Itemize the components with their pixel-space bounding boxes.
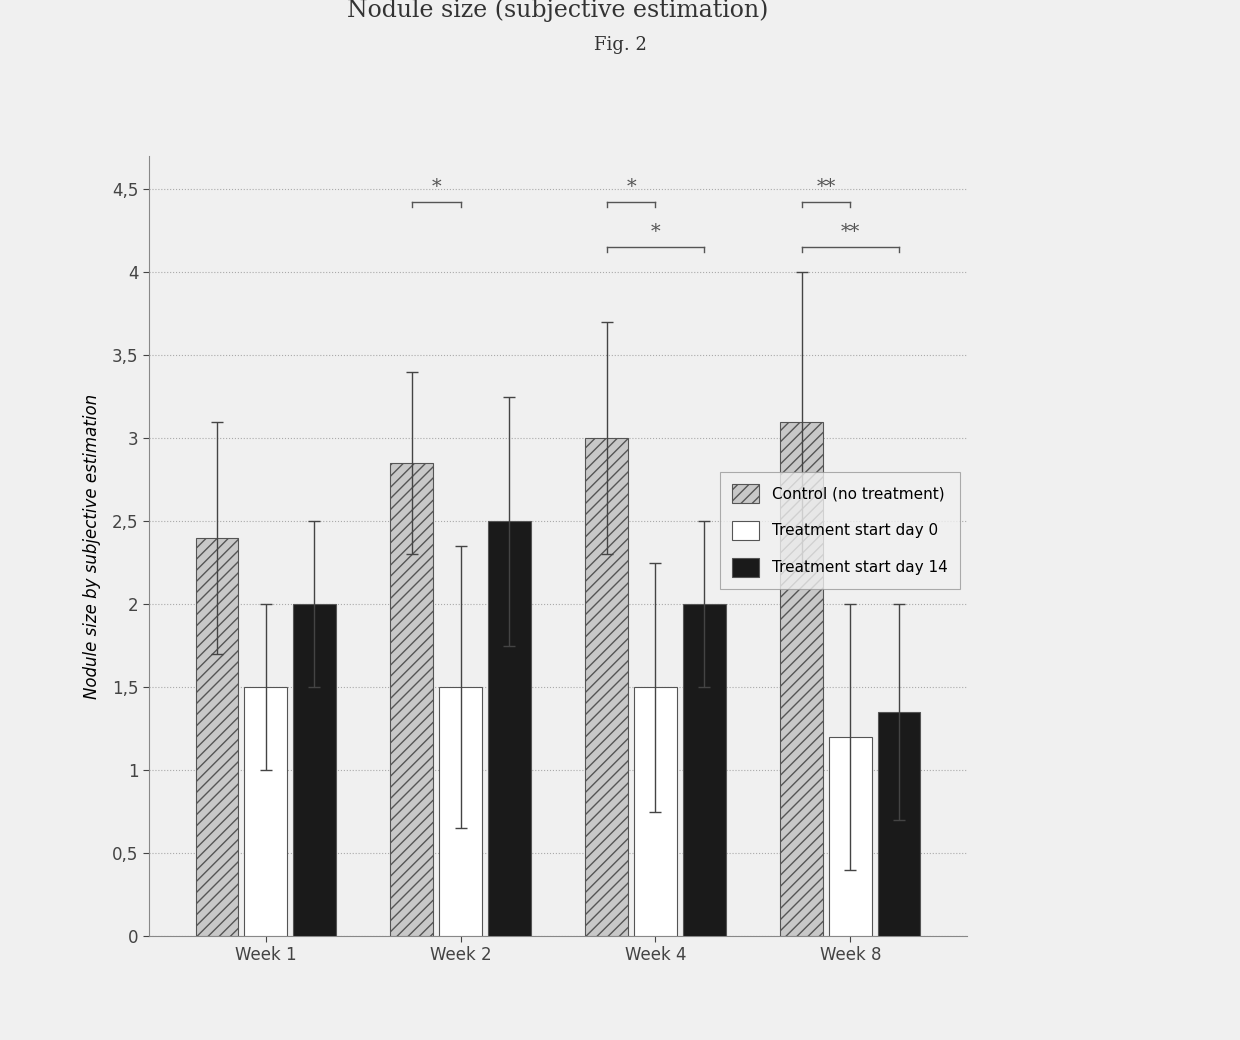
- Text: **: **: [816, 178, 836, 196]
- Bar: [683, 604, 725, 936]
- Text: *: *: [651, 223, 660, 240]
- Text: Fig. 2: Fig. 2: [594, 36, 646, 54]
- Y-axis label: Nodule size by subjective estimation: Nodule size by subjective estimation: [83, 393, 100, 699]
- Text: *: *: [432, 178, 441, 196]
- Bar: [293, 604, 336, 936]
- Bar: [391, 463, 433, 936]
- Text: *: *: [626, 178, 636, 196]
- Bar: [439, 687, 482, 936]
- Legend: Control (no treatment), Treatment start day 0, Treatment start day 14: Control (no treatment), Treatment start …: [719, 472, 960, 589]
- Bar: [196, 538, 238, 936]
- Bar: [585, 438, 629, 936]
- Bar: [244, 687, 288, 936]
- Bar: [878, 712, 920, 936]
- Bar: [634, 687, 677, 936]
- Bar: [828, 737, 872, 936]
- Text: **: **: [841, 223, 859, 240]
- Title: Nodule size (subjective estimation): Nodule size (subjective estimation): [347, 0, 769, 22]
- Bar: [487, 521, 531, 936]
- Bar: [780, 421, 823, 936]
